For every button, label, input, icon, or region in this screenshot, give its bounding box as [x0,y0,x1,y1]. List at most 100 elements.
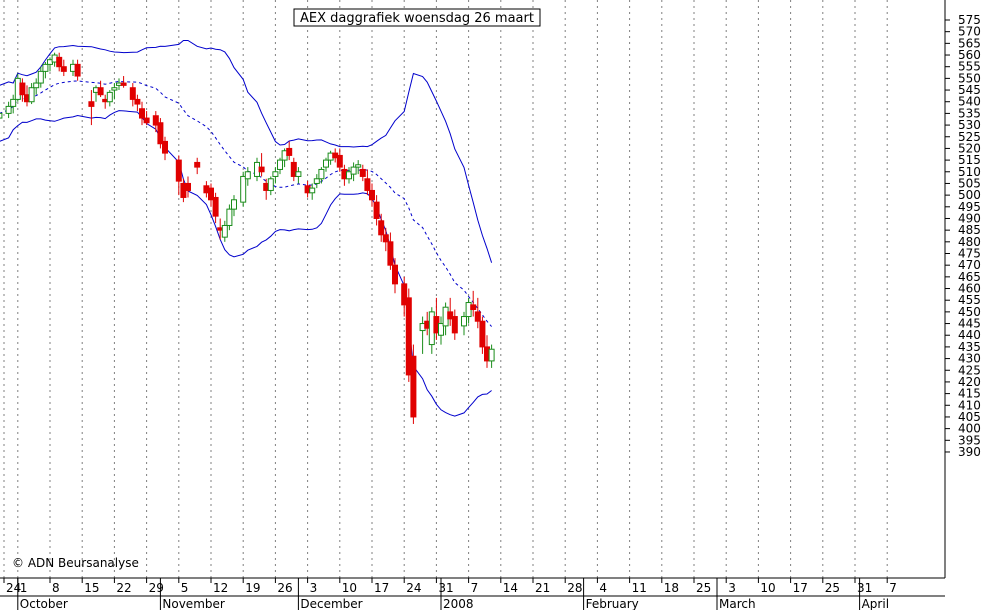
candle-body [244,171,251,180]
chart-title: AEX daggrafiek woensdag 26 maart [300,11,534,26]
candle-body [267,178,274,191]
y-tick-label: 445 [958,317,981,331]
y-tick-label: 405 [958,410,981,424]
candle-body [120,82,127,86]
candle-body [42,63,49,72]
candle-body [258,166,265,173]
x-tick-label: 8 [52,581,60,595]
candle-body [162,140,168,154]
candle-body [387,241,394,266]
candle-body [208,187,214,201]
y-tick-label: 435 [958,340,981,354]
y-tick-label: 415 [958,387,981,401]
x-tick-label: 17 [374,581,389,595]
x-tick-label: 25 [825,581,840,595]
y-tick-label: 465 [958,270,981,284]
candle-body [33,82,40,89]
candle-body [309,187,316,194]
x-tick-label: 10 [760,581,775,595]
x-tick-label: 24 [6,581,21,595]
y-tick-label: 555 [958,60,981,74]
candle-body [488,348,495,362]
y-tick-label: 480 [958,235,981,249]
candle-body [447,311,454,320]
candle-body [74,63,81,77]
candle-body [355,164,362,168]
y-tick-label: 440 [958,328,981,342]
candle-body [56,56,63,68]
x-tick-label: 21 [535,581,550,595]
x-tick-label: 3 [310,581,318,595]
y-tick-label: 520 [958,141,981,155]
x-tick-label: 5 [181,581,189,595]
y-tick-label: 430 [958,352,981,366]
candle-body [0,112,3,119]
candle-body [37,70,44,84]
candle-body [212,196,219,217]
x-tick-label: 1 [20,581,28,595]
candle-body [438,323,444,336]
middle-band-line [0,80,492,327]
x-tick-label: 10 [342,581,357,595]
y-tick-label: 395 [958,433,981,447]
upper-band-line [0,40,493,263]
y-tick-label: 510 [958,165,981,179]
month-label: November [162,597,224,610]
candle-body [157,122,164,145]
y-tick-label: 390 [958,445,981,459]
x-tick-label: 31 [438,581,453,595]
month-label: April [862,597,889,610]
candle-body [286,147,293,156]
y-tick-label: 485 [958,223,981,237]
candle-body [410,355,417,418]
x-tick-label: 19 [245,581,260,595]
x-tick-label: 7 [471,581,479,595]
month-label: March [719,597,756,610]
candle-body [378,220,385,236]
candle-body [277,159,283,170]
candle-body [28,87,35,103]
y-tick-label: 460 [958,282,981,296]
y-tick-label: 420 [958,375,981,389]
y-tick-label: 400 [958,422,981,436]
y-tick-labels: 3903954004054104154204254304354404454504… [958,13,981,459]
y-tick-label: 410 [958,398,981,412]
candle-body [318,168,325,180]
month-label: 2008 [443,597,474,610]
y-tick-label: 470 [958,258,981,272]
x-tick-label: 24 [406,581,421,595]
candle-body [405,297,412,376]
candle-body [139,108,145,119]
x-tick-label: 3 [728,581,736,595]
lower-band-line [0,110,492,417]
x-tick-label: 26 [277,581,292,595]
y-tick-label: 525 [958,130,981,144]
x-tick-label: 29 [149,581,164,595]
bollinger-bands [0,40,493,417]
x-tick-label: 31 [857,581,872,595]
month-labels: October November December 2008 February March… [20,597,889,610]
candlesticks [0,52,495,424]
x-tick-label: 7 [889,581,897,595]
candle-body [106,91,113,103]
y-tick-label: 550 [958,71,981,85]
candle-body [134,98,141,105]
y-tick-label: 575 [958,13,981,27]
candle-body [290,161,297,177]
grid-lines [3,0,888,578]
y-tick-label: 560 [958,48,981,62]
candle-body [359,168,366,177]
candle-body [364,178,371,191]
y-tick-label: 455 [958,293,981,307]
candle-body [382,234,389,243]
candle-body [392,264,398,285]
candle-body [88,101,95,107]
x-tick-labels: 241 8 15 22 29 5 12 19 26 3 10 17 24 31 7 14 21 28 4 11 18 25… [6,581,897,595]
month-label: December [300,597,362,610]
candle-body [479,320,486,348]
x-tick-label: 22 [116,581,131,595]
title-frame [293,8,541,27]
candle-body [401,283,408,306]
candle-body [129,87,136,100]
